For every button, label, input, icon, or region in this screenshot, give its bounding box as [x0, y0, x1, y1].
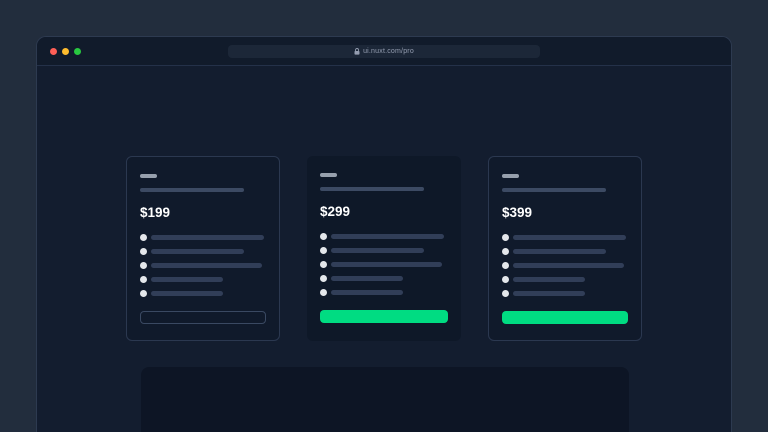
- pricing-card-basic: $199: [126, 156, 280, 341]
- traffic-light-zoom[interactable]: [74, 47, 81, 55]
- plan-price: $299: [320, 204, 351, 219]
- feature-text-skeleton: [151, 263, 262, 268]
- feature-row: [140, 262, 266, 269]
- plan-title-skeleton: [320, 187, 424, 191]
- feature-text-skeleton: [151, 277, 223, 282]
- check-bullet-icon: [502, 262, 509, 269]
- pricing-card-standard: $299: [307, 156, 461, 341]
- check-bullet-icon: [140, 234, 147, 241]
- browser-window: ui.nuxt.com/pro $199: [36, 36, 732, 432]
- feature-text-skeleton: [513, 277, 585, 282]
- plan-title-skeleton: [502, 188, 606, 192]
- check-bullet-icon: [502, 248, 509, 255]
- feature-row: [140, 290, 266, 297]
- feature-text-skeleton: [151, 291, 223, 296]
- feature-list: [320, 233, 448, 296]
- feature-row: [320, 261, 448, 268]
- feature-row: [140, 276, 266, 283]
- feature-text-skeleton: [331, 276, 403, 281]
- feature-row: [320, 233, 448, 240]
- feature-row: [502, 276, 628, 283]
- feature-row: [320, 275, 448, 282]
- pricing-cards-row: $199 $299: [37, 156, 731, 341]
- check-bullet-icon: [320, 233, 327, 240]
- page-content: $199 $299: [37, 66, 731, 432]
- feature-row: [140, 234, 266, 241]
- check-bullet-icon: [140, 276, 147, 283]
- feature-text-skeleton: [513, 249, 606, 254]
- feature-row: [502, 234, 628, 241]
- feature-text-skeleton: [331, 290, 403, 295]
- window-titlebar: ui.nuxt.com/pro: [37, 37, 731, 66]
- check-bullet-icon: [502, 234, 509, 241]
- plan-price: $399: [502, 205, 533, 220]
- buy-button-solid[interactable]: [502, 311, 628, 324]
- address-bar[interactable]: ui.nuxt.com/pro: [228, 45, 540, 58]
- feature-row: [502, 290, 628, 297]
- feature-row: [502, 248, 628, 255]
- feature-text-skeleton: [331, 262, 442, 267]
- check-bullet-icon: [320, 275, 327, 282]
- check-bullet-icon: [502, 290, 509, 297]
- check-bullet-icon: [502, 276, 509, 283]
- check-bullet-icon: [320, 247, 327, 254]
- traffic-light-close[interactable]: [50, 47, 57, 55]
- feature-text-skeleton: [151, 249, 244, 254]
- check-bullet-icon: [320, 261, 327, 268]
- check-bullet-icon: [140, 290, 147, 297]
- check-bullet-icon: [140, 248, 147, 255]
- pricing-card-premium: $399: [488, 156, 642, 341]
- plan-badge-skeleton: [320, 173, 337, 177]
- traffic-light-minimize[interactable]: [62, 47, 69, 55]
- check-bullet-icon: [320, 289, 327, 296]
- next-section-panel: [141, 367, 629, 432]
- feature-row: [140, 248, 266, 255]
- feature-text-skeleton: [513, 235, 626, 240]
- address-bar-url: ui.nuxt.com/pro: [363, 48, 414, 55]
- plan-price: $199: [140, 205, 171, 220]
- feature-list: [502, 234, 628, 297]
- lock-icon: [354, 48, 360, 55]
- feature-text-skeleton: [513, 263, 624, 268]
- feature-row: [320, 247, 448, 254]
- buy-button-outline[interactable]: [140, 311, 266, 324]
- traffic-lights: [37, 47, 81, 55]
- feature-text-skeleton: [513, 291, 585, 296]
- feature-row: [502, 262, 628, 269]
- plan-title-skeleton: [140, 188, 244, 192]
- feature-text-skeleton: [151, 235, 264, 240]
- feature-text-skeleton: [331, 234, 444, 239]
- feature-list: [140, 234, 266, 297]
- feature-text-skeleton: [331, 248, 424, 253]
- feature-row: [320, 289, 448, 296]
- buy-button-solid[interactable]: [320, 310, 448, 323]
- plan-badge-skeleton: [140, 174, 157, 178]
- plan-badge-skeleton: [502, 174, 519, 178]
- check-bullet-icon: [140, 262, 147, 269]
